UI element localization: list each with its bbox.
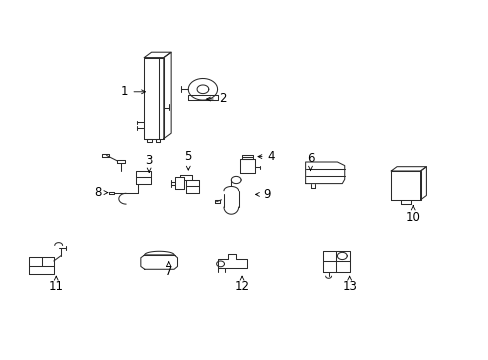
Text: 11: 11	[49, 276, 63, 293]
Text: 5: 5	[184, 150, 192, 170]
Text: 4: 4	[258, 150, 275, 163]
Text: 12: 12	[234, 276, 249, 293]
Text: 2: 2	[206, 93, 226, 105]
Text: 13: 13	[342, 276, 356, 293]
Text: 8: 8	[94, 186, 107, 199]
Text: 1: 1	[121, 85, 145, 98]
Text: 9: 9	[255, 188, 270, 201]
Text: 3: 3	[145, 154, 153, 172]
Text: 6: 6	[306, 152, 314, 171]
Text: 10: 10	[405, 206, 420, 224]
Text: 7: 7	[164, 262, 172, 278]
